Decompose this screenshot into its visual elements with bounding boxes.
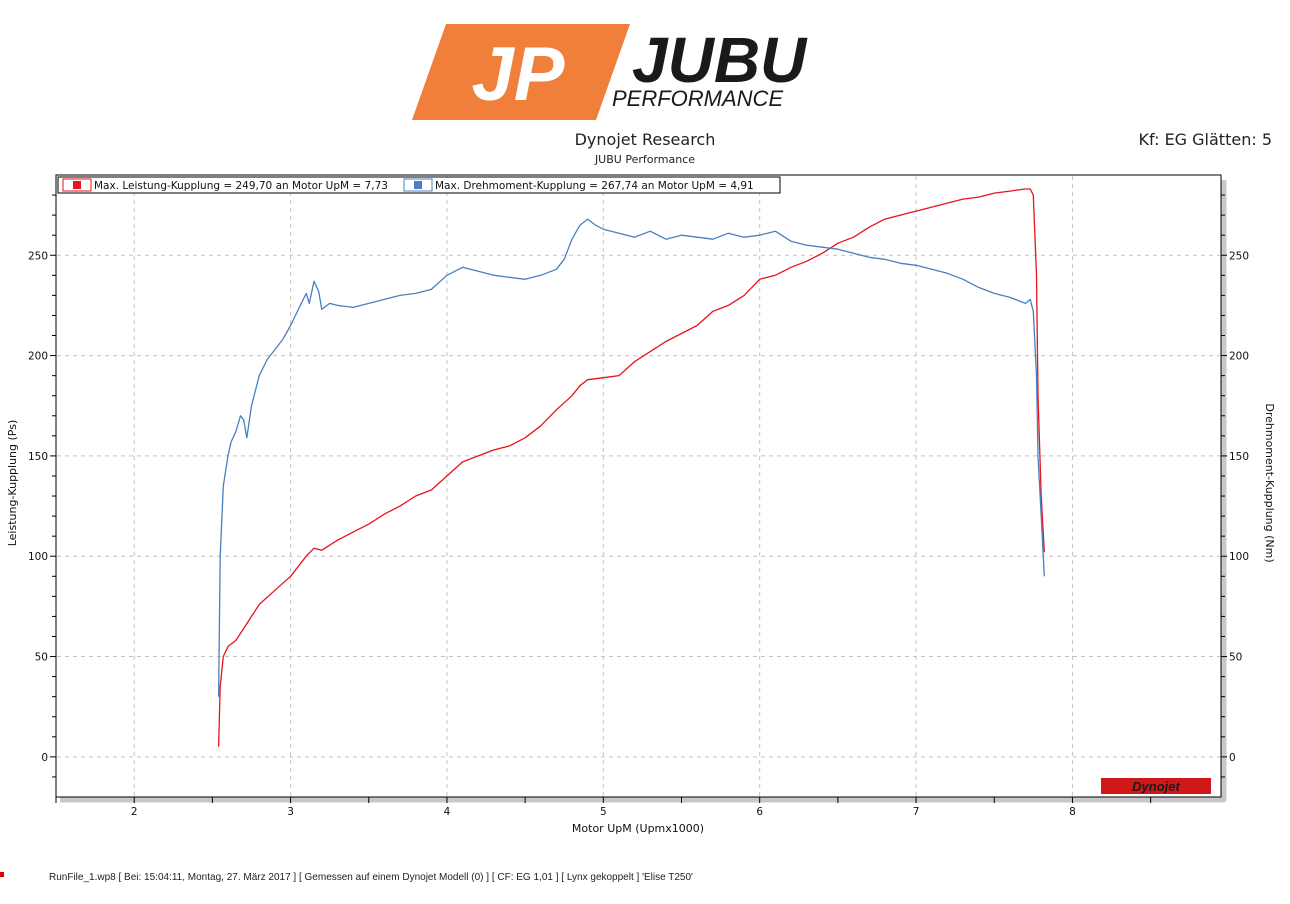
chart-title: Dynojet Research	[574, 130, 716, 149]
dynojet-brand-mark: Dynojet	[1101, 778, 1211, 794]
run-color-marker	[0, 872, 4, 877]
x-tick-label: 3	[287, 806, 294, 818]
y-left-tick-label: 150	[28, 451, 48, 463]
dynojet-brand-text: Dynojet	[1132, 779, 1180, 794]
y-left-tick-label: 50	[35, 652, 48, 664]
x-tick-label: 8	[1069, 806, 1076, 818]
y-left-tick-label: 0	[41, 752, 48, 764]
x-tick-label: 2	[131, 806, 138, 818]
y-right-tick-label: 100	[1229, 551, 1249, 563]
legend-label-power: Max. Leistung-Kupplung = 249,70 an Motor…	[94, 180, 388, 192]
y-right-tick-label: 0	[1229, 752, 1236, 764]
y-right-tick-label: 50	[1229, 652, 1242, 664]
logo-orange-block	[412, 24, 630, 120]
y-left-tick-label: 100	[28, 551, 48, 563]
legend: Max. Leistung-Kupplung = 249,70 an Motor…	[57, 176, 781, 194]
plot-area	[55, 174, 1222, 798]
chart-subtitle: JUBU Performance	[594, 153, 696, 166]
legend-label-torque: Max. Drehmoment-Kupplung = 267,74 an Mot…	[435, 180, 754, 192]
grid-lines	[57, 176, 1220, 796]
correction-smoothing-label: Kf: EG Glätten: 5	[1138, 130, 1272, 149]
y-axis-label-right: Drehmoment-Kupplung (Nm)	[1263, 403, 1276, 562]
x-tick-label: 6	[756, 806, 763, 818]
x-axis-label: Motor UpM (Upmx1000)	[572, 822, 704, 835]
logo-performance-text: PERFORMANCE	[612, 86, 783, 111]
y-axis-label-left: Leistung-Kupplung (Ps)	[6, 420, 19, 547]
x-tick-label: 7	[913, 806, 920, 818]
logo-jubu-text: JUBU	[632, 24, 808, 96]
y-right-tick-label: 250	[1229, 250, 1249, 262]
axes: 2 3 4 5 6 7 8 0 50 100 150 200 250 0 50 100 150 200 250	[28, 194, 1249, 818]
power-curve-line	[217, 188, 1045, 747]
y-right-tick-label: 200	[1229, 351, 1249, 363]
x-tick-label: 4	[444, 806, 451, 818]
series-layer	[217, 188, 1045, 747]
jubu-performance-logo: JP JUBU PERFORMANCE	[412, 24, 808, 120]
run-file-info: RunFile_1.wp8 [ Bei: 15:04:11, Montag, 2…	[49, 872, 693, 883]
dynojet-brand-bg	[1101, 778, 1211, 794]
legend-swatch-power	[73, 181, 81, 189]
logo-jp-text: JP	[472, 32, 565, 117]
y-right-tick-label: 150	[1229, 451, 1249, 463]
torque-curve-line	[217, 218, 1045, 697]
y-left-tick-label: 200	[28, 351, 48, 363]
legend-swatch-power-frame	[62, 178, 92, 192]
legend-swatch-torque	[414, 181, 422, 189]
legend-swatch-torque-frame	[403, 178, 433, 192]
x-tick-label: 5	[600, 806, 607, 818]
y-left-tick-label: 250	[28, 250, 48, 262]
